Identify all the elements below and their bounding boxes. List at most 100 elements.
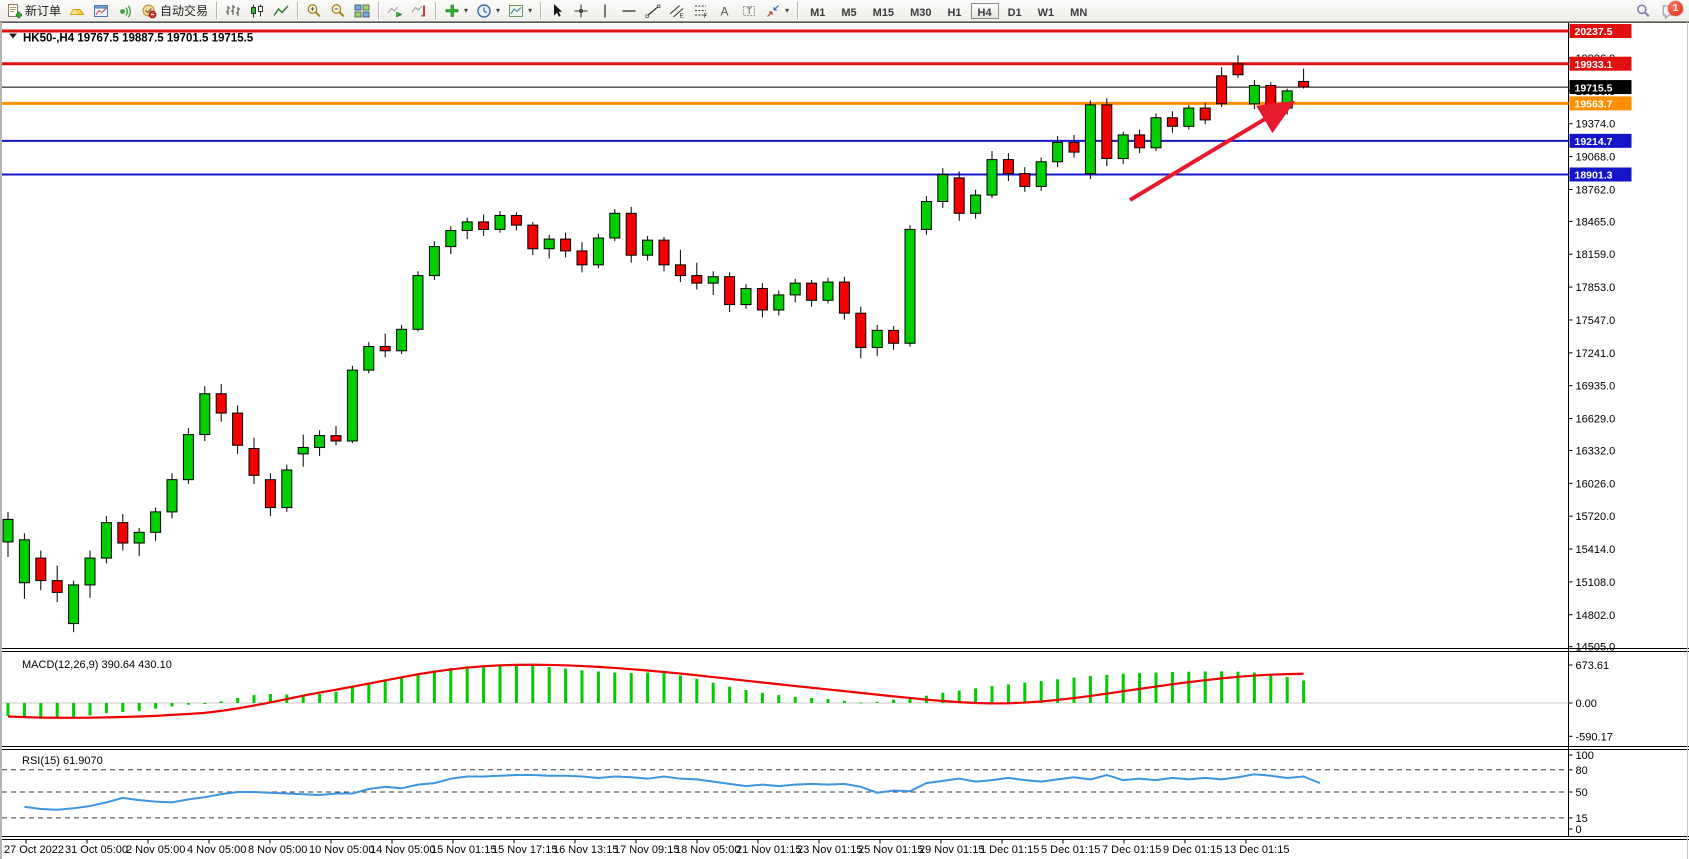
trend-arrow[interactable]	[1128, 100, 1296, 202]
signal-icon	[120, 4, 131, 18]
notifications-button[interactable]: 1	[1661, 0, 1683, 20]
chart-window-icon	[94, 4, 109, 17]
candle-body	[871, 329, 883, 349]
zoom-in-button[interactable]	[302, 1, 326, 21]
macd-histogram-bar	[646, 672, 650, 703]
fibonacci-tool-button[interactable]: F	[689, 1, 713, 21]
price-badge-label: 20237.5	[1575, 26, 1613, 38]
candle-body	[215, 393, 227, 414]
macd-histogram-bar	[252, 695, 256, 703]
chart-menu-triangle-icon[interactable]	[9, 33, 17, 39]
text-tool-button[interactable]: A	[713, 1, 737, 21]
new-order-label: 新订单	[25, 4, 62, 18]
candlestick-mode-button[interactable]	[245, 1, 269, 21]
macd-histogram-bar	[154, 703, 158, 709]
timeframe-M30[interactable]: M30	[903, 3, 938, 19]
candle-body	[970, 194, 982, 214]
macd-histogram-bar	[1252, 672, 1256, 703]
axis-tick-label: 14802.0	[1576, 610, 1616, 622]
time-axis-label: 14 Nov 05:00	[370, 844, 435, 856]
gold-button[interactable]	[65, 1, 89, 21]
channel-tool-button[interactable]: E	[665, 1, 689, 21]
candle-body	[232, 412, 244, 446]
add-indicator-icon	[445, 4, 459, 17]
timeframe-H4[interactable]: H4	[970, 2, 999, 19]
timeframe-W1[interactable]: W1	[1031, 3, 1062, 19]
time-axis-label: 29 Nov 01:15	[919, 844, 984, 856]
timeframe-D1[interactable]: D1	[1001, 3, 1029, 19]
channel-glyph: E	[680, 12, 685, 19]
cursor-tool-button[interactable]	[545, 1, 569, 21]
time-axis-label: 25 Nov 01:15	[858, 844, 923, 856]
arrows-shapes-icon	[767, 4, 780, 17]
new-order-button[interactable]: 新订单	[2, 1, 65, 21]
macd-histogram-bar	[875, 701, 879, 703]
macd-histogram-bar	[1187, 671, 1191, 703]
auto-trading-button[interactable]: 自动交易	[137, 1, 212, 21]
horizontal-lines-layer[interactable]	[2, 29, 1569, 176]
auto-scroll-button[interactable]	[383, 1, 407, 21]
candle-body	[182, 434, 194, 481]
crosshair-tool-button[interactable]	[569, 1, 593, 21]
candle-body	[986, 159, 998, 196]
timeframe-M1[interactable]: M1	[803, 3, 832, 19]
bar-chart-mode-button[interactable]	[221, 1, 245, 21]
macd-histogram-bar	[268, 693, 272, 703]
signals-button[interactable]	[113, 1, 137, 21]
time-axis-label: 7 Dec 01:15	[1102, 844, 1161, 856]
timeframe-H1[interactable]: H1	[940, 3, 968, 19]
zoom-out-button[interactable]	[326, 1, 350, 21]
time-axis-label: 13 Dec 01:15	[1224, 844, 1289, 856]
periods-button[interactable]: ▾	[472, 1, 504, 21]
timeframe-toolbar: M1 M5 M15 M30 H1 H4 D1 W1 MN	[802, 2, 1095, 19]
macd-histogram-bar	[350, 687, 354, 703]
candle-body	[658, 239, 670, 266]
search-button[interactable]	[1631, 1, 1655, 21]
axis-tick-label: 19068.0	[1576, 152, 1616, 164]
timeframe-M5[interactable]: M5	[834, 3, 863, 19]
label-tool-button[interactable]: T	[737, 1, 761, 21]
timeframe-M15[interactable]: M15	[866, 3, 901, 19]
macd-histogram-bar	[892, 699, 896, 703]
chart-shift-button[interactable]	[407, 1, 431, 21]
axis-tick-label: 50	[1576, 787, 1588, 799]
vertical-line-tool-button[interactable]	[593, 1, 617, 21]
text-tool-glyph: A	[721, 4, 729, 18]
candle-body	[1183, 107, 1195, 127]
chart-canvas[interactable]: 19986.019680.019374.019068.018762.018465…	[2, 22, 1689, 859]
candle-body	[199, 393, 211, 436]
candle-body	[1232, 63, 1244, 76]
macd-histogram-bar	[6, 703, 10, 716]
candle-body	[18, 539, 30, 584]
time-axis-label: 8 Nov 05:00	[248, 844, 307, 856]
macd-histogram-bar	[810, 697, 814, 703]
candle-body	[838, 281, 850, 314]
fibonacci-icon: F	[695, 5, 708, 19]
horizontal-line-tool-button[interactable]	[617, 1, 641, 21]
auto-trading-icon	[142, 4, 157, 18]
annotations-layer[interactable]	[1128, 100, 1296, 202]
timeframe-MN[interactable]: MN	[1063, 3, 1094, 19]
macd-histogram-bar	[990, 686, 994, 703]
macd-histogram-bar	[39, 703, 43, 719]
toolbar-separator	[435, 2, 437, 19]
macd-histogram-bar	[186, 703, 190, 705]
axis-tick-label: 15	[1576, 813, 1588, 825]
candle-body	[543, 238, 555, 250]
macd-histogram-bar	[662, 673, 666, 703]
line-chart-mode-button[interactable]	[269, 1, 293, 21]
axis-tick-label: 18159.0	[1576, 249, 1616, 261]
indicators-button[interactable]: ▾	[440, 1, 472, 21]
templates-button[interactable]: ▾	[504, 1, 536, 21]
macd-histogram-bar	[55, 703, 59, 719]
macd-signal-line	[7, 663, 1304, 719]
arrows-tool-button[interactable]: ▾	[761, 1, 793, 21]
time-axis-label: 17 Nov 09:15	[614, 844, 679, 856]
candle-body	[166, 479, 178, 513]
macd-histogram-bar	[1056, 679, 1060, 703]
price-badge	[1569, 80, 1632, 95]
open-chart-button[interactable]	[89, 1, 113, 21]
trendline-tool-button[interactable]	[641, 1, 665, 21]
macd-histogram-bar	[728, 686, 732, 703]
tile-windows-button[interactable]	[350, 1, 374, 21]
